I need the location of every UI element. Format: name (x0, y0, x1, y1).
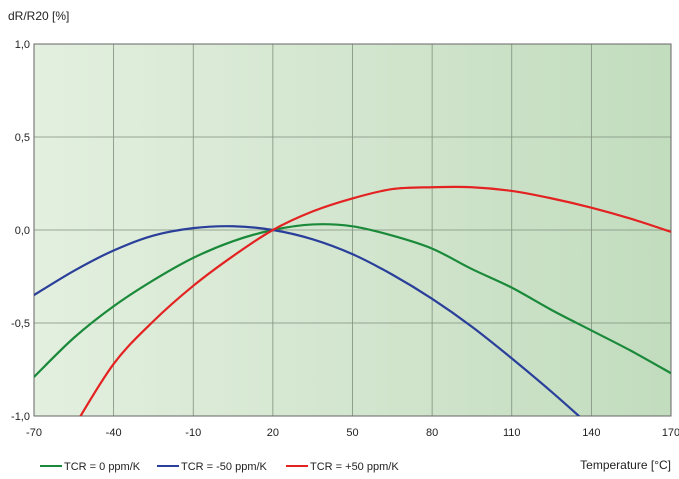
x-tick-label: -70 (26, 427, 42, 439)
x-axis-title: Temperature [°C] (580, 458, 671, 472)
y-tick-label: 1,0 (15, 39, 30, 51)
x-tick-label: 110 (503, 427, 521, 439)
x-tick-label: -10 (185, 427, 201, 439)
legend-label: TCR = 0 ppm/K (64, 461, 141, 473)
x-axis-ticks: -70 -40 -10 20 50 80 110 140 170 (26, 427, 679, 439)
y-tick-label: 0,0 (15, 225, 30, 237)
y-tick-label: -1,0 (11, 411, 30, 423)
series-line-2 (34, 225, 581, 416)
x-tick-label: 170 (662, 427, 679, 439)
x-tick-label: -40 (106, 427, 122, 439)
y-tick-label: 0,5 (15, 132, 30, 144)
series-line-3 (79, 185, 671, 416)
legend: TCR = 0 ppm/K TCR = -50 ppm/K TCR = +50 pp… (40, 461, 399, 473)
y-tick-label: -0,5 (11, 318, 30, 330)
legend-label: TCR = -50 ppm/K (181, 461, 268, 473)
y-axis-title: dR/R20 [%] (8, 9, 69, 23)
legend-label: TCR = +50 ppm/K (310, 461, 399, 473)
series-lines (34, 185, 671, 416)
x-tick-label: 80 (426, 427, 438, 439)
plot-border (33, 43, 672, 417)
x-tick-label: 140 (582, 427, 600, 439)
x-tick-label: 20 (267, 427, 279, 439)
x-tick-label: 50 (346, 427, 358, 439)
y-axis-ticks: 1,0 0,5 0,0 -0,5 -1,0 (11, 39, 30, 423)
series-line-1 (34, 223, 671, 378)
